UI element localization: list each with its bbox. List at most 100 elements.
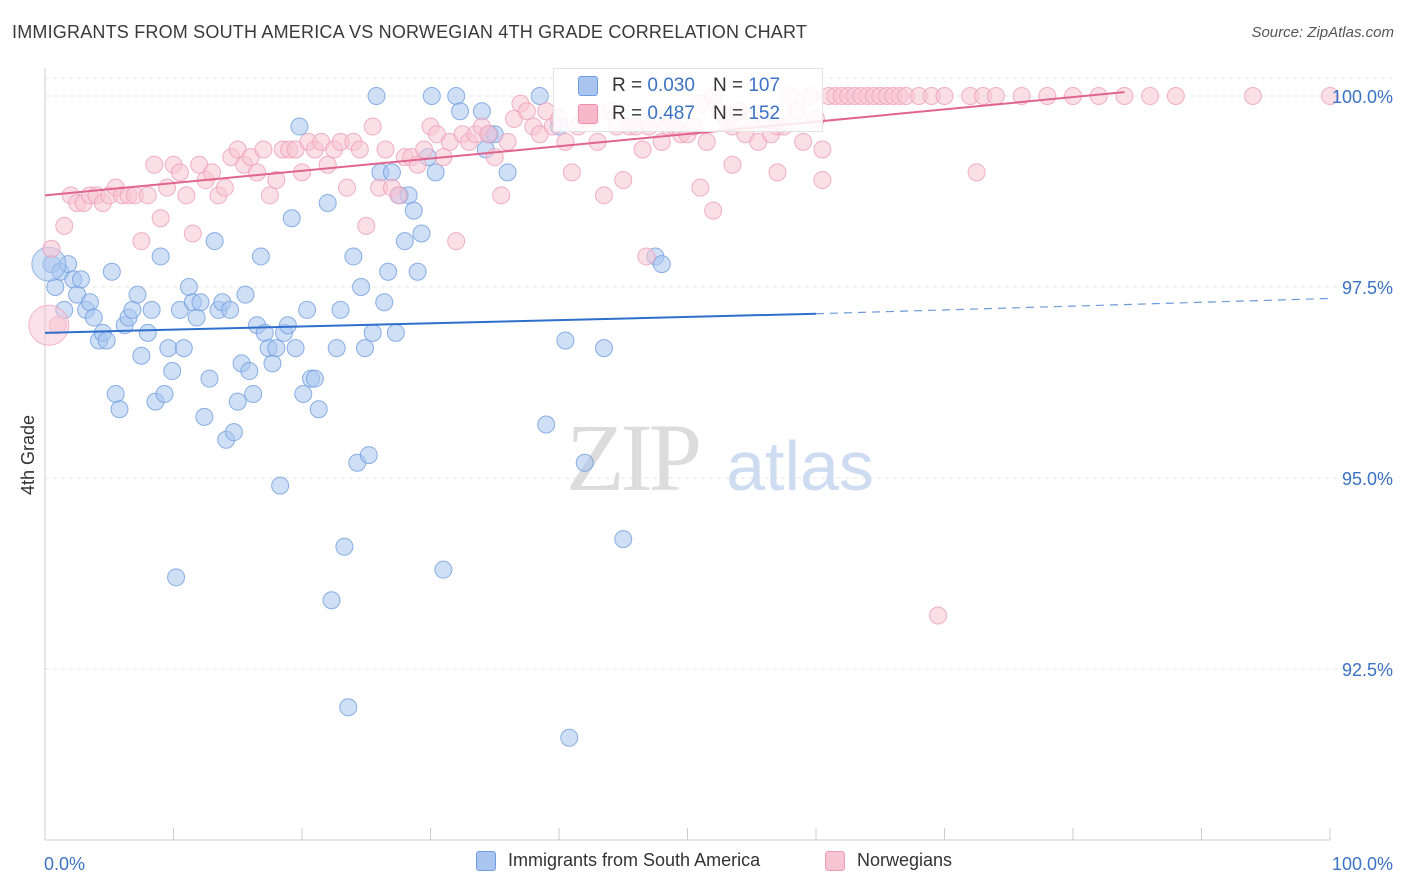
- data-point: [187, 308, 206, 327]
- data-point: [282, 209, 301, 228]
- data-point: [254, 140, 273, 159]
- data-point: [195, 407, 214, 426]
- data-point: [929, 606, 948, 625]
- data-point: [498, 163, 517, 182]
- data-point: [408, 262, 427, 281]
- trend-line-immigrants-extension: [815, 297, 1331, 315]
- data-point: [813, 140, 832, 159]
- data-point: [379, 262, 398, 281]
- data-point: [337, 178, 356, 197]
- data-point: [986, 87, 1005, 105]
- series-norwegians-points: [28, 87, 1339, 625]
- data-point: [389, 186, 408, 205]
- data-point: [155, 384, 174, 403]
- trend-line-immigrants: [44, 312, 817, 334]
- legend-label-immigrants: Immigrants from South America: [508, 850, 761, 870]
- data-point: [404, 201, 423, 220]
- data-point: [84, 308, 103, 327]
- data-point: [158, 178, 177, 197]
- data-point: [594, 339, 613, 358]
- data-point: [556, 331, 575, 350]
- data-point: [294, 384, 313, 403]
- watermark: ZIP atlas: [566, 404, 874, 511]
- stats-n-value: 152: [748, 103, 781, 124]
- data-point: [386, 323, 405, 342]
- data-point: [359, 446, 378, 465]
- data-point: [375, 293, 394, 312]
- data-point: [637, 247, 656, 266]
- tick-labels: 100.0% 97.5% 95.0% 92.5% 0.0% 100.0%: [44, 87, 1393, 874]
- data-point: [794, 132, 813, 151]
- data-point: [1243, 87, 1262, 105]
- data-point: [132, 346, 151, 365]
- data-point: [350, 140, 369, 159]
- data-point: [451, 102, 470, 121]
- data-point: [422, 87, 441, 105]
- legend-swatch-norwegians: [825, 850, 845, 871]
- data-point: [768, 163, 787, 182]
- stats-row-immigrants: R = 0.030 N = 107: [578, 72, 780, 100]
- stats-n-label: N =: [712, 103, 744, 124]
- data-point: [594, 186, 613, 205]
- data-point: [110, 400, 129, 419]
- data-point: [1321, 87, 1339, 105]
- data-point: [71, 270, 90, 289]
- data-point: [174, 339, 193, 358]
- data-point: [691, 178, 710, 197]
- chart-title: IMMIGRANTS FROM SOUTH AMERICA VS NORWEGI…: [12, 22, 808, 42]
- data-point: [352, 278, 371, 296]
- data-point: [177, 186, 196, 205]
- data-point: [163, 362, 182, 381]
- data-point: [128, 285, 147, 304]
- data-point: [704, 201, 723, 220]
- legend-item-norwegians[interactable]: Norwegians: [825, 850, 952, 871]
- data-point: [42, 239, 61, 258]
- data-point: [203, 163, 222, 182]
- data-point: [434, 560, 453, 579]
- data-point: [228, 392, 247, 411]
- data-point: [344, 247, 363, 266]
- data-point: [240, 362, 259, 381]
- data-point: [415, 140, 434, 159]
- data-point: [318, 155, 337, 174]
- data-point: [102, 262, 121, 281]
- data-point: [278, 316, 297, 335]
- data-point: [260, 186, 279, 205]
- data-point: [447, 87, 466, 105]
- data-point: [492, 186, 511, 205]
- data-point: [813, 171, 832, 190]
- data-point: [267, 339, 286, 358]
- trend-lines: [44, 91, 1331, 334]
- data-point: [236, 285, 255, 304]
- data-point: [560, 728, 579, 747]
- data-point: [447, 232, 466, 251]
- data-point: [322, 591, 341, 610]
- data-point: [723, 155, 742, 174]
- data-point: [339, 698, 358, 717]
- data-point: [1141, 87, 1160, 105]
- data-point: [205, 232, 224, 251]
- data-point: [426, 163, 445, 182]
- legend-item-immigrants[interactable]: Immigrants from South America: [476, 850, 760, 871]
- data-point: [479, 125, 498, 144]
- y-tick-label: 97.5%: [1342, 278, 1393, 298]
- data-point: [498, 132, 517, 151]
- data-point: [244, 384, 263, 403]
- data-point: [335, 537, 354, 556]
- trend-line-norwegians: [44, 91, 1125, 197]
- data-point: [145, 155, 164, 174]
- data-point: [138, 186, 157, 205]
- watermark-atlas: atlas: [726, 427, 874, 505]
- data-point: [363, 323, 382, 342]
- data-point: [367, 87, 386, 105]
- data-point: [298, 300, 317, 319]
- data-point: [191, 293, 210, 312]
- data-point: [309, 400, 328, 419]
- stats-r-value: 0.030: [647, 75, 695, 96]
- data-point: [537, 415, 556, 434]
- data-point: [286, 339, 305, 358]
- data-point: [363, 117, 382, 136]
- data-point: [170, 163, 189, 182]
- data-point: [106, 384, 125, 403]
- data-point: [472, 102, 491, 121]
